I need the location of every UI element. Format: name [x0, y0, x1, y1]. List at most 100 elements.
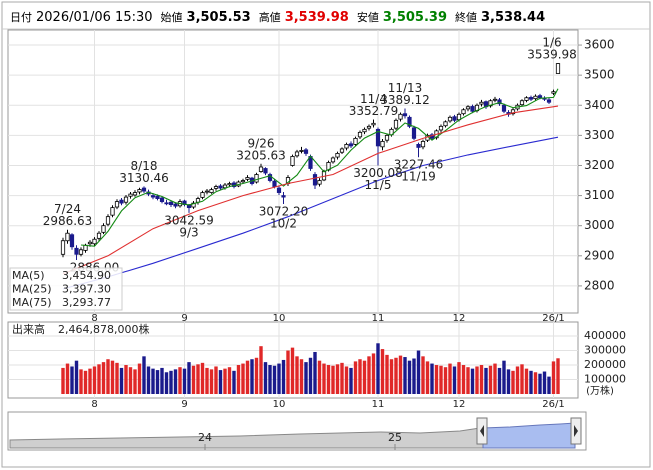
candle-body	[227, 183, 232, 186]
candle-body	[159, 197, 165, 203]
volume-bar	[88, 368, 92, 394]
candle-body	[213, 186, 219, 189]
y-tick-label: 3000	[584, 218, 615, 232]
volume-bar	[533, 372, 538, 394]
volume-bar	[137, 363, 142, 394]
volume-bar	[538, 373, 542, 394]
x-tick-label: 12	[453, 313, 466, 324]
volume-bar	[146, 366, 151, 394]
volume-bar	[79, 369, 83, 394]
candle-body	[551, 91, 556, 94]
candle-body	[348, 143, 354, 147]
candle-body	[258, 166, 264, 172]
candle-body	[65, 232, 70, 242]
volume-bar	[286, 350, 290, 394]
candle-body	[200, 192, 205, 198]
volume-bar	[416, 350, 421, 394]
volume-bar	[115, 362, 119, 394]
candle-body	[501, 104, 507, 112]
candle-body	[357, 131, 363, 138]
x-tick-label: 9	[181, 313, 187, 324]
volume-bar	[443, 367, 448, 394]
volume-bar	[151, 368, 155, 394]
candle-body	[546, 99, 552, 103]
volume-bar	[434, 365, 439, 394]
candle-body	[492, 98, 498, 101]
legend-value: 3,293.77	[62, 296, 111, 309]
candle-body	[186, 204, 192, 209]
navigator[interactable]: 24 25	[7, 411, 587, 451]
volume-bar	[457, 362, 461, 394]
price-layer: 2800 2900 3000 3100 3200 3300 3400 3500 3600 8 9 10…	[8, 30, 615, 324]
volume-bar	[178, 367, 182, 394]
candle-body	[119, 199, 124, 204]
volume-bar	[110, 360, 115, 394]
annotation-value: 3072.20	[259, 204, 309, 218]
legend-name: MA(75)	[12, 296, 52, 309]
candle-body	[375, 128, 381, 147]
y-tick-label: 300000	[584, 344, 626, 357]
volume-bar	[133, 369, 137, 394]
candle-body	[335, 153, 340, 158]
volume-bar	[556, 358, 560, 394]
volume-bar	[407, 360, 412, 394]
volume-bar	[524, 368, 529, 394]
volume-bar	[272, 365, 277, 394]
candle-body	[110, 207, 115, 216]
annotation-date: 10/2	[270, 216, 297, 230]
volume-unit: (万株)	[586, 384, 614, 397]
annotation-value: 3130.46	[119, 171, 169, 185]
candle-body	[380, 140, 385, 148]
price-panel	[7, 29, 579, 314]
volume-bar	[439, 365, 443, 394]
volume-bar	[475, 366, 479, 394]
candle-body	[416, 144, 421, 148]
y-tick-label: 3400	[584, 98, 615, 112]
volume-bar	[83, 370, 88, 394]
candle-body	[92, 238, 97, 245]
volume-title: 出来高	[12, 322, 45, 336]
annotation-date: 1/6	[542, 36, 561, 50]
volume-bar	[218, 370, 223, 394]
candle-body	[105, 216, 111, 225]
candle-body	[317, 180, 322, 185]
y-tick-label: 2800	[584, 278, 615, 292]
legend-value: 3,454.90	[62, 269, 111, 282]
candle-body	[344, 144, 349, 149]
annotation-date: 9/3	[179, 225, 198, 239]
annotation-date: 8/18	[131, 159, 158, 173]
volume-bar	[430, 363, 434, 394]
volume-bar	[349, 367, 353, 394]
header-label: 安値	[356, 11, 379, 24]
volume-bar	[421, 356, 425, 394]
candle-body	[78, 249, 84, 255]
volume-bar	[160, 367, 164, 394]
volume-bar	[290, 347, 295, 394]
ma-line	[80, 88, 559, 247]
candle-body	[155, 195, 160, 199]
candle-body	[150, 195, 156, 198]
volume-bar	[308, 357, 313, 394]
candle-body	[164, 202, 169, 205]
candle-body	[209, 189, 214, 193]
candle-body	[191, 202, 196, 208]
volume-bar	[448, 363, 452, 394]
x-tick-label: 10	[273, 399, 286, 410]
candle-body	[123, 196, 129, 203]
volume-bar	[295, 356, 299, 394]
candle-body	[168, 201, 174, 206]
header: 日付 2026/01/06 15:30 始値 3,505.53 高値 3,539.98 安値…	[10, 9, 549, 29]
volume-bar	[259, 346, 263, 394]
volume-bar	[164, 372, 169, 394]
volume-bar	[223, 368, 227, 394]
volume-bar	[506, 369, 511, 394]
volume-bar	[232, 370, 236, 394]
candle-body	[371, 122, 376, 126]
volume-bar	[182, 368, 187, 394]
volume-bar	[515, 366, 520, 394]
volume-bar	[281, 359, 286, 394]
candle-body	[470, 106, 475, 112]
candle-body	[303, 149, 309, 154]
candle-body	[276, 187, 282, 193]
